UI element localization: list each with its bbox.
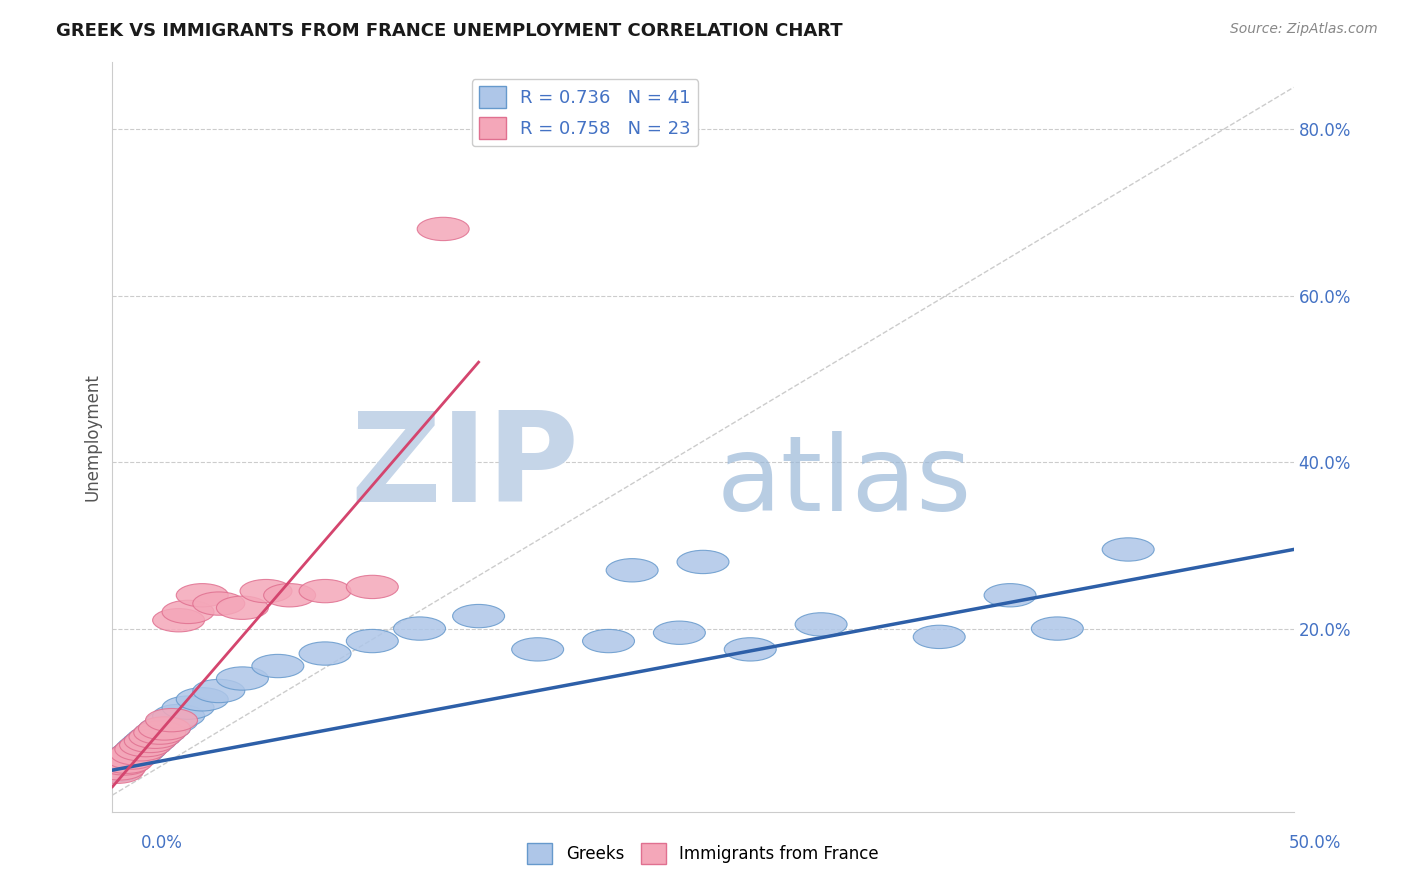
Ellipse shape	[153, 705, 205, 728]
Ellipse shape	[394, 617, 446, 640]
Text: Source: ZipAtlas.com: Source: ZipAtlas.com	[1230, 22, 1378, 37]
Text: GREEK VS IMMIGRANTS FROM FRANCE UNEMPLOYMENT CORRELATION CHART: GREEK VS IMMIGRANTS FROM FRANCE UNEMPLOY…	[56, 22, 842, 40]
Ellipse shape	[1032, 617, 1083, 640]
Ellipse shape	[193, 592, 245, 615]
Ellipse shape	[240, 580, 292, 603]
Ellipse shape	[162, 600, 214, 624]
Ellipse shape	[110, 742, 162, 765]
Ellipse shape	[914, 625, 965, 648]
Ellipse shape	[984, 583, 1036, 607]
Ellipse shape	[418, 218, 470, 241]
Ellipse shape	[112, 740, 165, 764]
Ellipse shape	[1102, 538, 1154, 561]
Ellipse shape	[606, 558, 658, 582]
Ellipse shape	[299, 580, 352, 603]
Ellipse shape	[101, 750, 153, 773]
Ellipse shape	[101, 748, 153, 772]
Ellipse shape	[122, 731, 174, 755]
Ellipse shape	[127, 727, 179, 750]
Ellipse shape	[94, 755, 146, 778]
Ellipse shape	[264, 583, 315, 607]
Ellipse shape	[98, 752, 150, 775]
Ellipse shape	[217, 667, 269, 690]
Ellipse shape	[252, 655, 304, 678]
Ellipse shape	[678, 550, 728, 574]
Ellipse shape	[120, 733, 172, 756]
Ellipse shape	[105, 745, 157, 768]
Ellipse shape	[146, 708, 197, 731]
Ellipse shape	[796, 613, 846, 636]
Ellipse shape	[105, 746, 157, 769]
Text: ZIP: ZIP	[350, 407, 579, 527]
Ellipse shape	[299, 642, 352, 665]
Ellipse shape	[124, 730, 176, 753]
Y-axis label: Unemployment: Unemployment	[83, 373, 101, 501]
Text: atlas: atlas	[717, 431, 973, 533]
Text: 50.0%: 50.0%	[1288, 834, 1341, 852]
Ellipse shape	[654, 621, 706, 644]
Ellipse shape	[217, 596, 269, 619]
Ellipse shape	[346, 575, 398, 599]
Legend: R = 0.736   N = 41, R = 0.758   N = 23: R = 0.736 N = 41, R = 0.758 N = 23	[471, 79, 699, 146]
Ellipse shape	[110, 742, 162, 765]
Ellipse shape	[98, 750, 150, 773]
Ellipse shape	[115, 738, 167, 761]
Ellipse shape	[146, 710, 197, 733]
Ellipse shape	[582, 630, 634, 653]
Ellipse shape	[134, 721, 186, 744]
Ellipse shape	[96, 752, 148, 775]
Ellipse shape	[512, 638, 564, 661]
Ellipse shape	[108, 743, 160, 767]
Ellipse shape	[120, 733, 172, 756]
Ellipse shape	[453, 605, 505, 628]
Ellipse shape	[91, 758, 143, 781]
Ellipse shape	[193, 680, 245, 703]
Ellipse shape	[176, 688, 228, 711]
Ellipse shape	[94, 756, 146, 780]
Ellipse shape	[129, 725, 181, 748]
Ellipse shape	[162, 696, 214, 719]
Ellipse shape	[176, 583, 228, 607]
Ellipse shape	[134, 721, 186, 744]
Ellipse shape	[129, 725, 181, 748]
Ellipse shape	[724, 638, 776, 661]
Ellipse shape	[117, 735, 169, 758]
Ellipse shape	[138, 717, 190, 740]
Legend: Greeks, Immigrants from France: Greeks, Immigrants from France	[520, 837, 886, 871]
Ellipse shape	[124, 730, 176, 753]
Ellipse shape	[346, 630, 398, 653]
Ellipse shape	[115, 738, 167, 761]
Ellipse shape	[138, 717, 190, 740]
Ellipse shape	[103, 747, 155, 770]
Ellipse shape	[91, 760, 143, 783]
Ellipse shape	[153, 608, 205, 632]
Text: 0.0%: 0.0%	[141, 834, 183, 852]
